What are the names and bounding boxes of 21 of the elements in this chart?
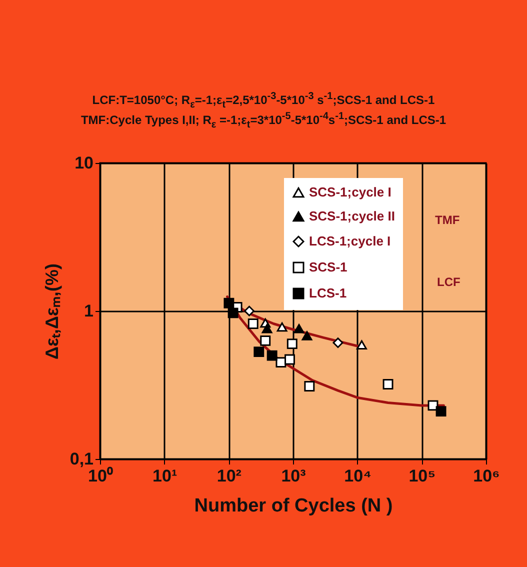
legend-label: SCS-1 — [309, 260, 348, 274]
legend-label: LCS-1;cycle I — [309, 234, 391, 248]
annotation: LCF — [437, 275, 460, 289]
chart-title: LCF:T=1050°C; R$_{ε}$=-1;ε$_{t}$=2,5*10$^{-3}$-5*10$^{-3}$ s$^{-1}$;SCS-1 and LCS-1 — [92, 91, 435, 110]
y-axis-title: Δεₜ,Δεₘ,(%) — [42, 264, 62, 360]
x-tick-label: 10³ — [281, 466, 306, 486]
x-tick-label: 10⁵ — [408, 466, 436, 486]
x-tick-label: 10¹ — [152, 466, 178, 486]
legend-label: SCS-1;cycle I — [309, 184, 392, 200]
y-tick-label: 1 — [84, 302, 94, 320]
x-tick-label: 10² — [216, 466, 242, 486]
annotation: TMF — [435, 213, 460, 227]
x-tick-label: 10⁰ — [88, 466, 113, 486]
text: TMF:Cycle Types I,II; R$_{ε}$ =-1;ε$_{t}$=3*10$^{-5}$-5*10$^{-4}$s$^{-1}$;SCS-1 and LCS-1 — [80, 111, 446, 130]
y-tick-label: 0,1 — [70, 450, 94, 468]
legend-label: LCS-1 — [309, 286, 347, 300]
y-tick-label: 10 — [74, 154, 94, 172]
x-tick-label: 10⁶ — [473, 466, 500, 486]
x-tick-label: 10⁴ — [344, 466, 372, 486]
x-axis-title: Number of Cycles (N ) — [194, 496, 393, 516]
legend-label: SCS-1;cycle II — [309, 208, 395, 224]
